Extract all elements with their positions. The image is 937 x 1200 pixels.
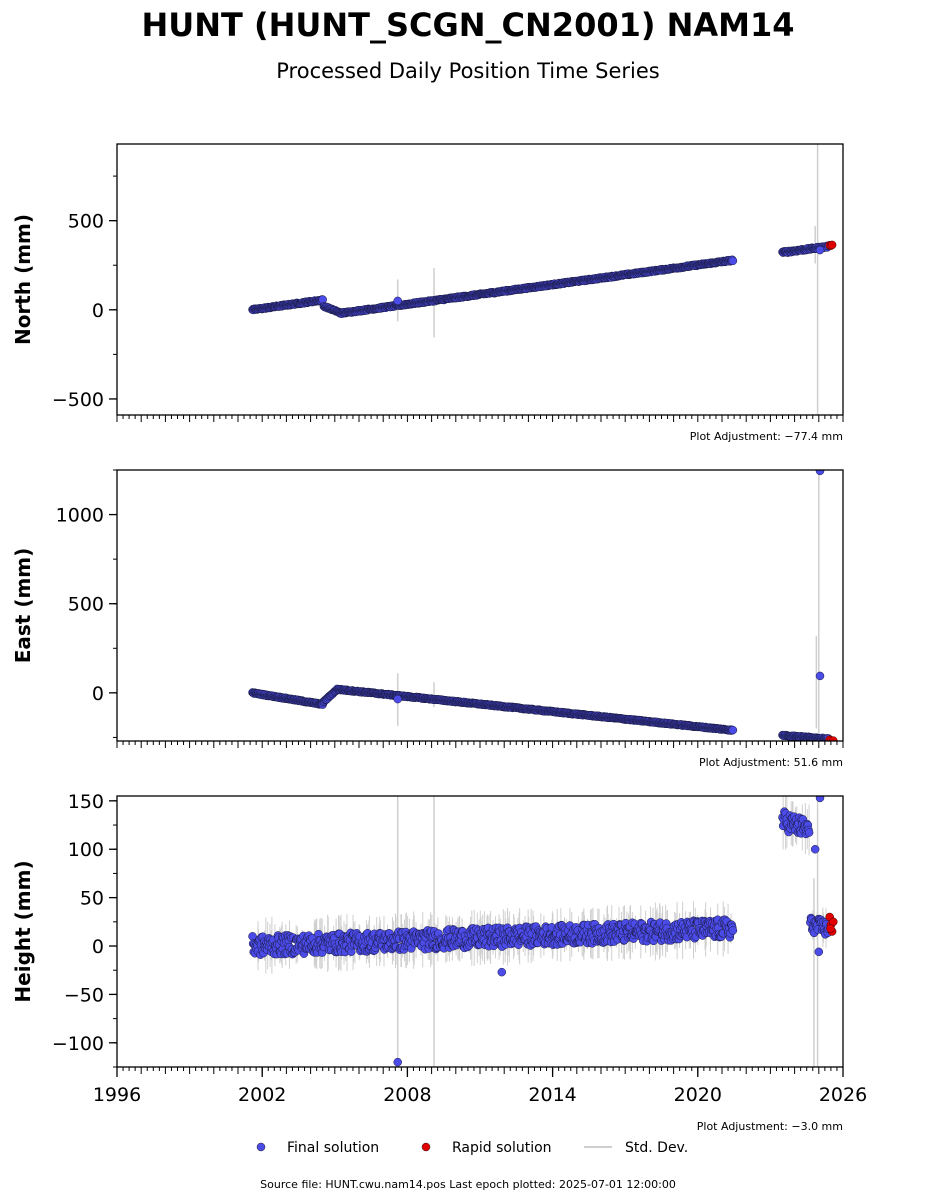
legend-rapid-marker [421,1142,431,1152]
y-axis-label: North (mm) [11,214,35,345]
plot-area [248,796,838,1067]
x-tick-label: 2020 [674,1084,722,1106]
y-tick-label: 0 [92,300,104,322]
panel-2: 1996 2002 2008 2014 2020 2026 −100 −50 0 50 100 150… [11,791,867,1133]
final-point [728,725,738,735]
plot-area [248,470,838,741]
final-point [814,947,824,957]
axes-frame [116,143,844,416]
final-point [815,470,825,476]
legend: Final solution Rapid solution Std. Dev. [256,1140,688,1156]
x-tick-label: 2014 [528,1084,576,1106]
y-axis-label: East (mm) [11,548,35,664]
legend-std-label: Std. Dev. [625,1140,688,1156]
final-point [497,967,507,977]
y-tick-label: 500 [68,594,104,616]
y-tick-label: −50 [64,984,104,1006]
figure-subtitle: Processed Daily Position Time Series [276,59,660,83]
plot-adjustment-label: Plot Adjustment: 51.6 mm [699,756,843,769]
legend-final-marker [256,1142,266,1152]
legend-rapid-label: Rapid solution [452,1140,552,1156]
final-point [393,694,402,704]
figure-title: HUNT (HUNT_SCGN_CN2001) NAM14 [141,6,794,44]
final-point [393,1057,402,1067]
plot-area [248,144,837,415]
y-tick-label: 0 [92,683,104,705]
y-tick-label: 50 [80,888,104,910]
final-point [393,296,402,306]
final-point [728,256,738,266]
x-tick-label: 2008 [383,1084,431,1106]
final-point [815,671,825,681]
x-tick-label: 1996 [93,1084,141,1106]
footer-source: Source file: HUNT.cwu.nam14.pos Last epo… [260,1178,676,1191]
panel-0: −500 0 500 North (mm) Plot Adjustment: −77.4… [11,143,844,443]
final-point [810,844,820,854]
final-point [815,796,825,803]
y-tick-label: 1000 [56,505,104,527]
plot-adjustment-label: Plot Adjustment: −3.0 mm [697,1120,843,1133]
final-point [815,245,825,255]
y-tick-label: 0 [92,936,104,958]
y-tick-label: 500 [68,211,104,233]
legend-final-label: Final solution [287,1140,379,1156]
plot-adjustment-label: Plot Adjustment: −77.4 mm [690,430,843,443]
y-tick-label: −500 [52,389,104,411]
final-point [728,926,738,935]
y-tick-label: −100 [52,1033,104,1055]
rapid-point [827,240,837,250]
x-tick-label: 2026 [819,1084,867,1106]
rapid-point [826,924,835,933]
x-tick-label: 2002 [238,1084,286,1106]
panel-1: 0 500 1000 East (mm) Plot Adjustment: 51.6 m… [11,469,844,769]
y-axis-label: Height (mm) [11,860,35,1002]
y-tick-label: 150 [68,791,104,813]
y-tick-label: 100 [68,839,104,861]
final-point [804,828,814,837]
